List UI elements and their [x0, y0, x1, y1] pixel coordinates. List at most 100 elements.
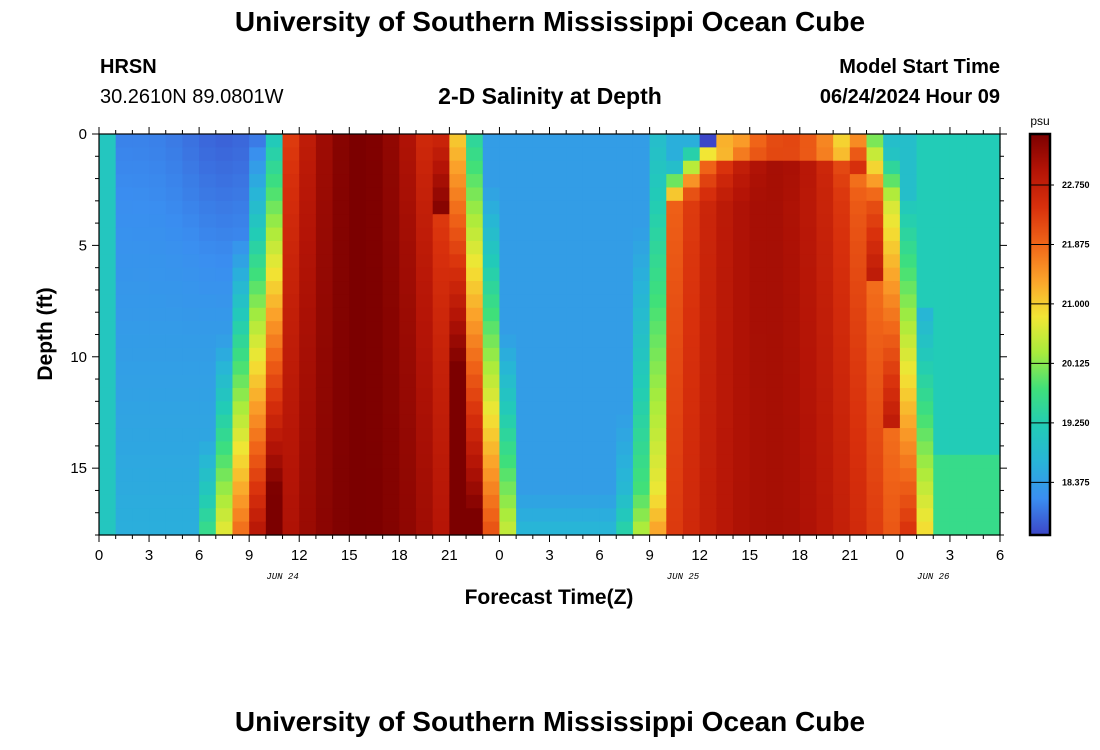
heatmap-cell [282, 387, 300, 402]
heatmap-cell [249, 321, 267, 336]
heatmap-cell [716, 387, 734, 402]
heatmap-cell [983, 454, 1001, 469]
heatmap-cell [632, 200, 651, 215]
heatmap-cell [315, 294, 334, 309]
heatmap-cell [199, 334, 217, 349]
heatmap-cell [115, 334, 133, 349]
heatmap-cell [282, 307, 300, 322]
heatmap-cell [416, 361, 434, 376]
heatmap-cell [949, 374, 968, 389]
heatmap-cell [933, 281, 951, 295]
heatmap-cell [532, 174, 551, 189]
heatmap-cell [449, 401, 467, 416]
x-tick-label: 9 [245, 547, 253, 564]
heatmap-cell [566, 294, 584, 309]
heatmap-cell [365, 307, 384, 322]
heatmap-cell [916, 508, 934, 523]
heatmap-cell [916, 334, 934, 349]
heatmap-cell [682, 361, 701, 376]
heatmap-cell [449, 321, 467, 336]
heatmap-cell [182, 227, 200, 242]
heatmap-cell [265, 401, 284, 416]
heatmap-cell [966, 347, 984, 362]
heatmap-cell [265, 468, 284, 483]
x-tick-label: 21 [441, 547, 458, 564]
heatmap-cell [883, 174, 901, 189]
heatmap-cell [899, 508, 918, 523]
heatmap-cell [282, 254, 300, 269]
heatmap-cell [682, 428, 701, 443]
heatmap-cell [632, 307, 651, 322]
heatmap-cell [132, 508, 150, 523]
heatmap-cell [499, 428, 517, 443]
heatmap-cell [933, 521, 951, 536]
heatmap-cell [582, 294, 601, 309]
heatmap-cell [833, 294, 851, 309]
heatmap-cell [749, 334, 768, 349]
heatmap-cell [132, 428, 150, 443]
heatmap-cell [666, 494, 684, 509]
heatmap-cell [749, 361, 768, 376]
heatmap-cell [699, 254, 717, 269]
heatmap-cell [466, 521, 484, 536]
heatmap-cell [165, 428, 184, 443]
heatmap-cell [99, 468, 117, 483]
heatmap-cell [949, 401, 968, 416]
heatmap-cell [315, 374, 334, 389]
heatmap-cell [365, 374, 384, 389]
heatmap-cell [199, 468, 217, 483]
heatmap-cell [282, 134, 300, 148]
heatmap-cell [916, 387, 934, 402]
heatmap-cell [265, 521, 284, 536]
heatmap-cell [416, 174, 434, 189]
heatmap-cell [699, 281, 717, 295]
heatmap-cell [365, 481, 384, 496]
footer-title: University of Southern Mississippi Ocean… [234, 706, 866, 737]
heatmap-cell [549, 281, 567, 295]
heatmap-cell [449, 254, 467, 269]
heatmap-cell [733, 134, 751, 148]
heatmap-cell [349, 214, 367, 229]
heatmap-cell [649, 521, 667, 536]
heatmap-cell [382, 200, 400, 215]
heatmap-cell [416, 401, 434, 416]
heatmap-cell [315, 454, 334, 469]
heatmap-cell [232, 294, 250, 309]
heatmap-cell [349, 441, 367, 456]
heatmap-cell [549, 361, 567, 376]
heatmap-cell [916, 254, 934, 269]
heatmap-cell [349, 521, 367, 536]
heatmap-cell [232, 428, 250, 443]
heatmap-cell [616, 227, 634, 242]
heatmap-cell [549, 454, 567, 469]
heatmap-cell [799, 294, 818, 309]
heatmap-cell [532, 468, 551, 483]
heatmap-cell [783, 428, 801, 443]
heatmap-cell [299, 307, 317, 322]
heatmap-cell [332, 414, 350, 429]
heatmap-cell [616, 481, 634, 496]
heatmap-cell [749, 387, 768, 402]
heatmap-cell [649, 347, 667, 362]
heatmap-cell [399, 454, 417, 469]
heatmap-cell [182, 454, 200, 469]
heatmap-cell [682, 227, 701, 242]
heatmap-cell [132, 227, 150, 242]
heatmap-cell [416, 508, 434, 523]
heatmap-cell [616, 200, 634, 215]
heatmap-cell [566, 321, 584, 336]
heatmap-cell [516, 414, 534, 429]
colorbar-tick-label: 18.375 [1062, 477, 1090, 487]
heatmap-cell [616, 281, 634, 295]
heatmap-cell [716, 508, 734, 523]
heatmap-cell [833, 361, 851, 376]
heatmap-cell [933, 494, 951, 509]
heatmap-cell [365, 187, 384, 202]
heatmap-cell [249, 294, 267, 309]
heatmap-cell [566, 387, 584, 402]
heatmap-cell [899, 321, 918, 336]
heatmap-cell [833, 307, 851, 322]
heatmap-cell [866, 494, 884, 509]
heatmap-cell [232, 494, 250, 509]
heatmap-cell [432, 481, 450, 496]
